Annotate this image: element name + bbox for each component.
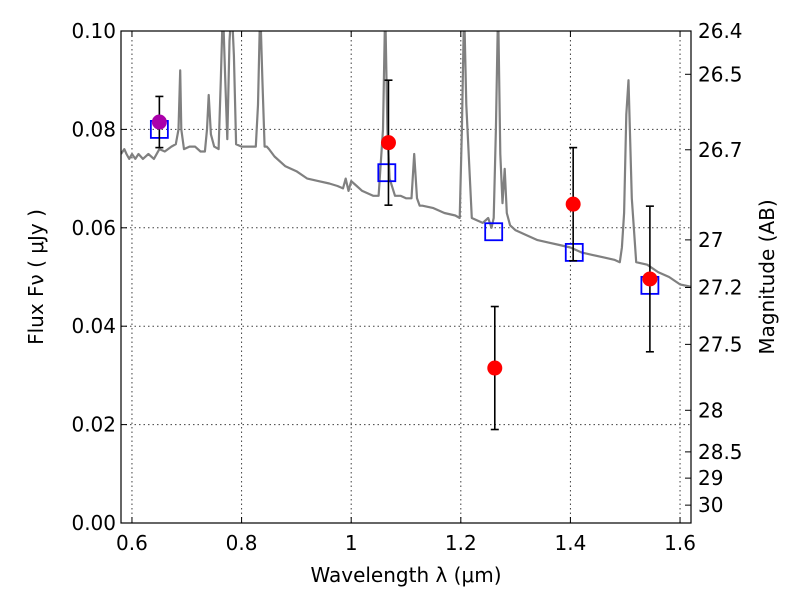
x-tick-label: 1: [345, 531, 358, 555]
mag-tick-label: 30: [698, 493, 723, 517]
mag-tick-label: 26.4: [698, 19, 743, 43]
model-layer: [121, 31, 691, 288]
x-tick-label: 0.6: [116, 531, 148, 555]
y-tick-label: 0.00: [71, 511, 116, 535]
synthetic-flux-marker: [377, 163, 397, 183]
marker-layer: [149, 79, 660, 431]
plot-frame: [120, 30, 692, 524]
mag-tick-label: 27.2: [698, 276, 743, 300]
mag-tick-label: 26.7: [698, 138, 743, 162]
model-spectrum-line: [121, 31, 691, 288]
y-tick-label: 0.04: [71, 314, 116, 338]
y-tick-label: 0.10: [71, 19, 116, 43]
mag-tick-label: 27.5: [698, 332, 743, 356]
mag-tick-label: 27: [698, 228, 723, 252]
x-tick-label: 1.2: [445, 531, 477, 555]
x-tick-label: 1.6: [664, 531, 696, 555]
y-tick-label: 0.06: [71, 216, 116, 240]
y-tick-label: 0.08: [71, 117, 116, 141]
observed-flux-point: [151, 114, 167, 130]
synthetic-flux-marker: [484, 222, 504, 242]
y2-axis-label: Magnitude (AB): [755, 199, 779, 354]
mag-tick-label: 28.5: [698, 440, 743, 464]
mag-tick-label: 26.5: [698, 62, 743, 86]
observed-flux-point: [487, 360, 503, 376]
y-tick-label: 0.02: [71, 413, 116, 437]
mag-tick-label: 29: [698, 466, 723, 490]
observed-flux-point: [380, 135, 396, 151]
observed-flux-point: [565, 196, 581, 212]
x-tick-label: 1.4: [555, 531, 587, 555]
mag-tick-label: 28: [698, 398, 723, 422]
observed-flux-point: [642, 271, 658, 287]
y-axis-label: Flux Fν ( μJy ): [24, 209, 48, 345]
axis-ticks: 0.6 0.8 1 1.2 1.4 1.6 0.00 0.02 0.04 0.06 0.08 0.10…: [71, 19, 742, 555]
x-tick-label: 0.8: [226, 531, 258, 555]
plot-background: [121, 31, 691, 523]
x-axis-label: Wavelength λ (μm): [310, 563, 501, 587]
